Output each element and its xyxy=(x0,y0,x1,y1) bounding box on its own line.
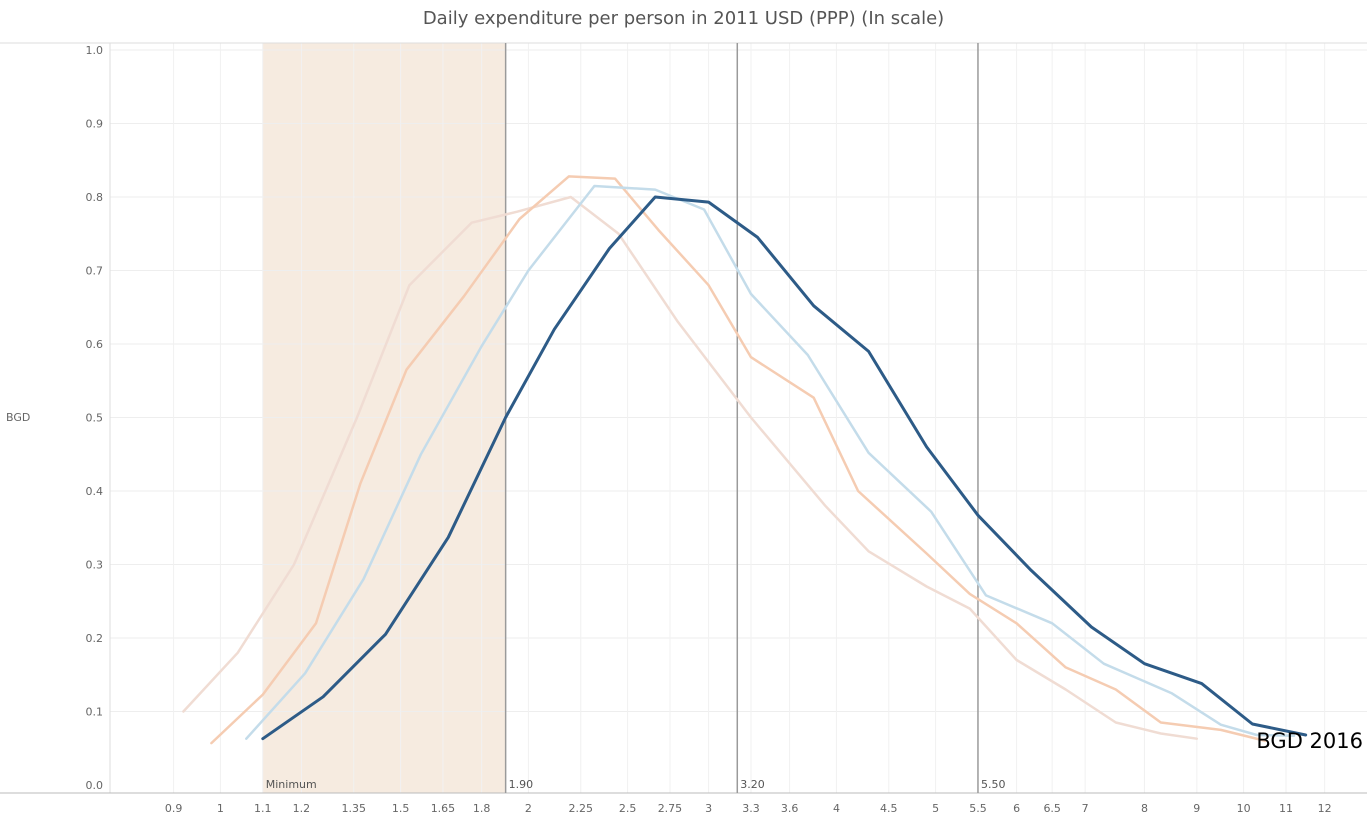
y-tick-label: 0.4 xyxy=(86,485,104,498)
y-tick-label: 1.0 xyxy=(86,44,104,57)
y-tick-label: 0.8 xyxy=(86,191,104,204)
x-tick-label: 1.35 xyxy=(342,802,367,815)
x-tick-label: 6.5 xyxy=(1043,802,1061,815)
reference-line-label: 1.90 xyxy=(509,778,533,791)
x-tick-label: 4 xyxy=(833,802,840,815)
reference-line-label: 5.50 xyxy=(981,778,1006,791)
y-tick-label: 0.9 xyxy=(86,118,104,131)
x-tick-label: 4.5 xyxy=(880,802,898,815)
minimum-band-label: Minimum xyxy=(266,778,317,791)
x-tick-label: 9 xyxy=(1193,802,1200,815)
y-tick-label: 0.2 xyxy=(86,632,104,645)
frame-layer xyxy=(0,42,1367,794)
x-tick-label: 3 xyxy=(705,802,712,815)
y-tick-label: 0.5 xyxy=(86,412,104,425)
series-end-label: BGD 2016 xyxy=(1256,729,1363,753)
y-tick-label: 0.0 xyxy=(86,779,104,792)
reference-line-label: 3.20 xyxy=(740,778,765,791)
x-tick-label: 2.5 xyxy=(619,802,637,815)
x-tick-label: 3.3 xyxy=(742,802,760,815)
series-line-4 xyxy=(261,195,1308,741)
y-tick-label: 0.7 xyxy=(86,265,104,278)
y-tick-label: 0.1 xyxy=(86,706,104,719)
x-tick-label: 5 xyxy=(932,802,939,815)
x-tick-label: 10 xyxy=(1237,802,1251,815)
x-tick-label: 1.5 xyxy=(392,802,410,815)
x-tick-label: 1.65 xyxy=(431,802,456,815)
x-tick-label: 6 xyxy=(1013,802,1020,815)
x-tick-label: 12 xyxy=(1318,802,1332,815)
x-tick-label: 0.9 xyxy=(165,802,183,815)
series-line-3 xyxy=(245,184,1296,740)
x-tick-label: 11 xyxy=(1279,802,1293,815)
x-tick-label: 1 xyxy=(217,802,224,815)
series-layer xyxy=(182,175,1308,745)
y-axis-label: BGD xyxy=(6,411,31,424)
x-tick-label: 8 xyxy=(1141,802,1148,815)
x-tick-label: 5.5 xyxy=(969,802,987,815)
x-tick-label: 2.75 xyxy=(658,802,683,815)
grid-layer xyxy=(110,43,1367,793)
x-tick-label: 7 xyxy=(1082,802,1089,815)
x-tick-label: 3.6 xyxy=(781,802,799,815)
x-tick-label: 2 xyxy=(525,802,532,815)
x-tick-label: 1.1 xyxy=(254,802,272,815)
x-tick-label: 2.25 xyxy=(569,802,594,815)
y-tick-label: 0.6 xyxy=(86,338,104,351)
x-tick-label: 1.2 xyxy=(293,802,311,815)
series-line-2 xyxy=(210,175,1267,745)
x-tick-label: 1.8 xyxy=(473,802,491,815)
y-tick-label: 0.3 xyxy=(86,559,104,572)
annotation-labels: Minimum 1.90 3.20 5.50 BGD 2016 xyxy=(266,729,1363,791)
chart-title: Daily expenditure per person in 2011 USD… xyxy=(422,8,945,29)
series-line-1 xyxy=(182,195,1199,740)
tick-labels: 0.0 0.1 0.2 0.3 0.4 0.5 0.6 0.7 0.8 0.9 1.0 0.9 1 1.1… xyxy=(86,44,1332,815)
